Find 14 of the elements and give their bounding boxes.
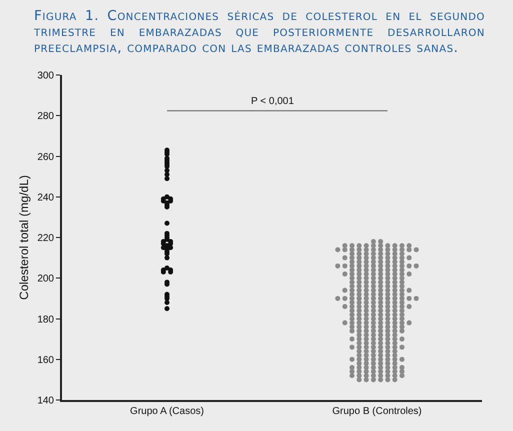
chart-title: Figura 1. Concentraciones séricas de colesterol en el segundo trimestre en embarazadas que posteriormente desarrollaron preeclampsia, comparado con las embarazadas controles sanas. (33, 7, 486, 58)
annotation: P < 0,001 (251, 96, 294, 107)
y-tick-label: 220 (37, 233, 54, 244)
y-tick-label: 180 (37, 314, 54, 326)
y-tick-label: 240 (37, 192, 54, 204)
y-tick-label: 140 (37, 396, 54, 406)
y-tick-label: 160 (37, 354, 54, 366)
y-tick-label: 200 (37, 274, 54, 285)
y-axis-title: Colesterol total (mg/dL) (17, 175, 32, 300)
y-tick-label: 260 (37, 152, 54, 163)
y-tick-label: 300 (37, 70, 54, 82)
x-tick-label: Grupo B (Controles) (332, 406, 422, 417)
x-tick-label: Grupo A (Casos) (130, 406, 204, 417)
y-tick-label: 280 (37, 111, 54, 122)
